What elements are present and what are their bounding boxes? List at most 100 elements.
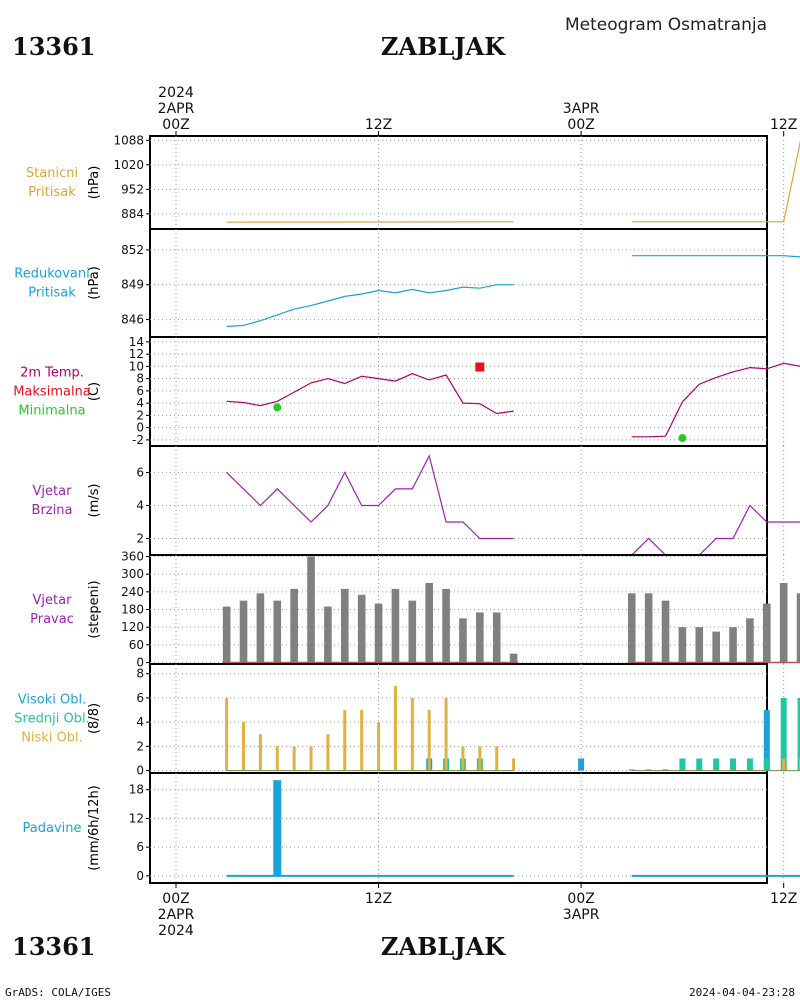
station-name-top: ZABLJAK <box>381 32 506 61</box>
panel-label: Brzina <box>32 503 73 518</box>
y-tick-label: -2 <box>132 433 144 447</box>
y-tick-label: 4 <box>136 715 144 729</box>
direction-bar <box>746 618 754 663</box>
y-tick-label: 4 <box>136 396 144 410</box>
y-tick-label: 0 <box>136 656 144 670</box>
y-axis-label: (stepeni) <box>87 580 102 638</box>
direction-bar <box>459 618 467 663</box>
panel-wind_speed: 2 4 6 (m/s) Vjetar Brzina <box>32 445 800 556</box>
cloud-bar <box>225 697 229 771</box>
direction-bar <box>779 582 788 663</box>
time-label-bottom: 2APR <box>158 907 195 923</box>
panels-layer: 88495210201088(hPa)StanicniPritisak84684… <box>13 133 800 884</box>
panel-wind_direction: 0 60 120 180 240 300 360 (stepeni) Vjetar Pravac <box>30 549 800 670</box>
cloud-bar <box>713 758 720 771</box>
min-temp-marker <box>273 403 282 412</box>
direction-bar <box>324 606 332 663</box>
y-tick-label: 12 <box>129 811 144 825</box>
panel-label: Padavine <box>23 821 82 836</box>
y-axis-label: (C) <box>87 382 102 401</box>
y-tick-label: 18 <box>129 783 144 797</box>
direction-bar <box>341 588 349 663</box>
cloud-bar <box>662 769 669 771</box>
cloud-bar <box>410 697 414 771</box>
cloud-bar <box>696 758 703 771</box>
y-tick-label: 6 <box>136 840 144 854</box>
cloud-bar <box>780 697 787 771</box>
precip-bar <box>273 780 282 876</box>
panel-precipitation: 0 6 12 18 (mm/6h/12h) Padavine <box>23 772 800 884</box>
chart-title: Meteogram Osmatranja <box>565 15 767 35</box>
cloud-bar <box>782 758 786 771</box>
station-id-bottom: 13361 <box>12 932 96 961</box>
y-tick-label: 12 <box>129 347 144 361</box>
time-label-top: 00Z <box>162 117 189 133</box>
panel-frame <box>149 228 768 338</box>
y-tick-label: 120 <box>121 620 144 634</box>
y-tick-label: 60 <box>129 638 144 652</box>
cloud-bar <box>628 769 635 771</box>
panel-station_pressure: 884 952 1020 1088 (hPa) Stanicni Pritisak <box>26 133 800 230</box>
y-tick-label: 6 <box>136 465 144 479</box>
direction-bar <box>222 606 231 663</box>
station-id-top: 13361 <box>12 32 96 61</box>
cloud-bar <box>242 722 246 771</box>
y-tick-label: 1020 <box>113 158 144 172</box>
y-tick-label: 14 <box>129 335 144 349</box>
direction-bar <box>678 627 687 663</box>
cloud-bar <box>730 758 737 771</box>
cloud-bar <box>360 710 364 771</box>
time-label-bottom: 12Z <box>770 891 797 907</box>
direction-bar <box>729 627 737 663</box>
time-label-top: 2APR <box>158 101 195 117</box>
panel-label: Pritisak <box>28 185 76 200</box>
panel-label: Vjetar <box>33 484 73 499</box>
cloud-bar <box>343 710 347 771</box>
y-axis-label: (hPa) <box>87 266 102 300</box>
direction-bar <box>695 627 704 663</box>
time-label-top: 12Z <box>770 117 797 133</box>
max-temp-marker <box>475 362 485 372</box>
min-temp-marker <box>678 434 687 443</box>
y-tick-label: 4 <box>136 498 144 512</box>
series-line <box>631 504 800 556</box>
direction-bar <box>256 593 265 663</box>
time-label-top: 3APR <box>563 101 600 117</box>
y-tick-label: 1088 <box>113 133 144 147</box>
series-line <box>226 373 514 415</box>
y-tick-label: 8 <box>136 372 144 386</box>
y-tick-label: 240 <box>121 585 144 599</box>
series-line <box>631 362 800 438</box>
panel-label: 2m Temp. <box>20 366 84 381</box>
y-tick-label: 2 <box>136 739 144 753</box>
direction-bar <box>442 588 450 663</box>
time-label-bottom: 00Z <box>162 891 189 907</box>
panel-label: Redukovani <box>14 267 89 282</box>
panel-cloud_cover: 0 2 4 6 8 (8/8)Visoki Obl. Srednji Obl. Niski O… <box>14 663 800 778</box>
cloud-bar <box>393 685 397 771</box>
direction-bar <box>290 588 298 663</box>
footer-timestamp: 2024-04-04-23:28 <box>689 986 795 999</box>
time-label-top: 00Z <box>567 117 594 133</box>
panel-frame <box>149 336 768 447</box>
direction-bar <box>644 593 653 663</box>
time-label-bottom: 00Z <box>567 891 594 907</box>
panel-label: Stanicni <box>26 166 78 181</box>
y-axis-label: (hPa) <box>87 166 102 200</box>
panel-label: Srednji Obl. <box>14 712 89 727</box>
panel-label: Minimalna <box>18 404 85 419</box>
y-tick-label: 0 <box>136 421 144 435</box>
direction-bar <box>374 603 383 663</box>
y-tick-label: 2 <box>136 408 144 422</box>
y-tick-label: 10 <box>129 359 144 373</box>
y-tick-label: 0 <box>136 764 144 778</box>
y-tick-label: 180 <box>121 603 144 617</box>
station-name-bottom: ZABLJAK <box>381 932 506 961</box>
direction-bar <box>476 612 484 663</box>
direction-bar <box>712 631 720 663</box>
cloud-bar <box>309 746 313 771</box>
cloud-bar <box>444 697 448 771</box>
y-tick-label: 6 <box>136 691 144 705</box>
panel-reduced_pressure: 846 849 852 (hPa)Redukovani Pritisak <box>14 228 800 338</box>
